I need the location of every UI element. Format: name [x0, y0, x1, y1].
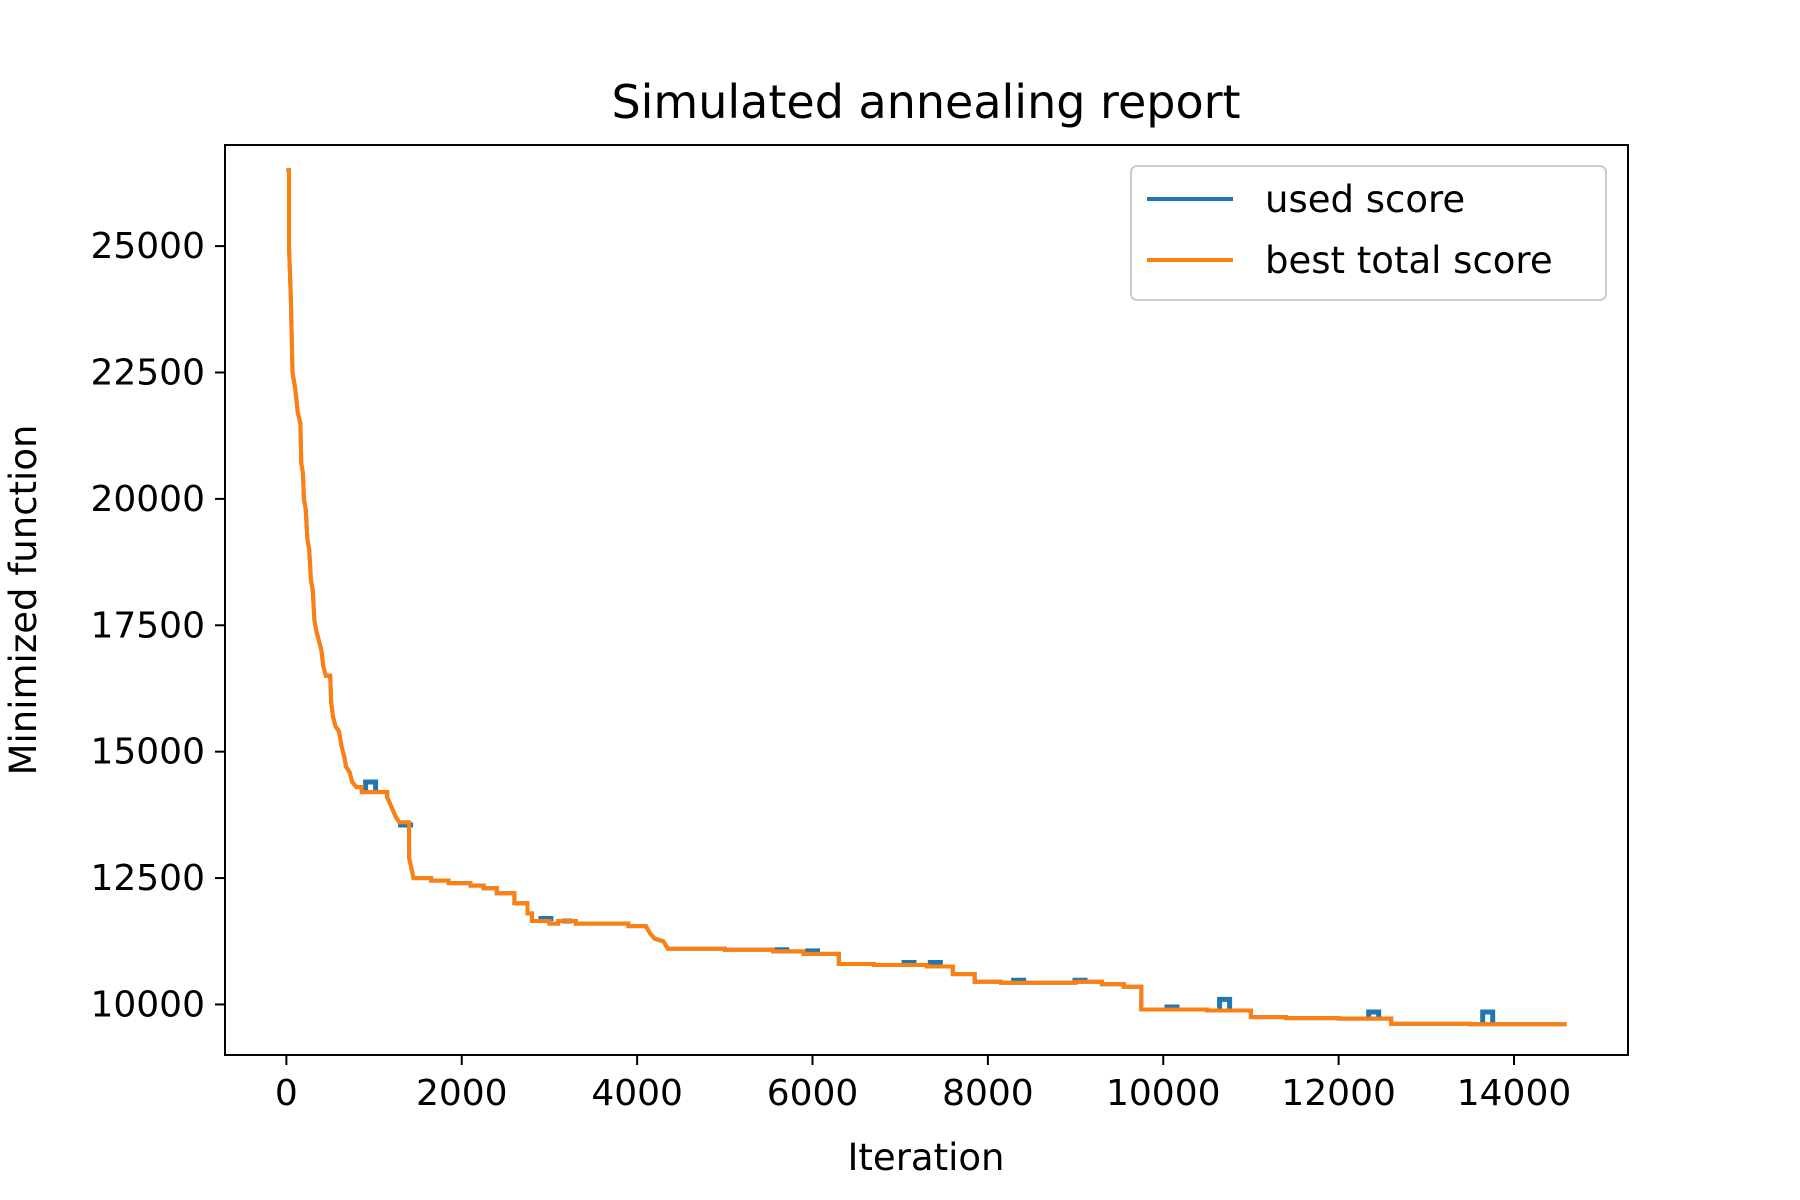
y-axis-ticks: 10000 12500 15000 17500 20000 22500 25000 [90, 226, 225, 1025]
chart-title: Simulated annealing report [611, 75, 1240, 129]
used-score-spike [1217, 996, 1233, 1011]
series-line-best-total-score [286, 168, 1567, 1027]
x-tick-label: 8000 [942, 1073, 1034, 1114]
y-axis-label: Minimized function [2, 425, 45, 776]
y-tick-label: 15000 [90, 732, 205, 773]
used-score-spike [363, 779, 379, 793]
x-tick-label: 6000 [767, 1073, 859, 1114]
legend: used score best total score [1130, 165, 1607, 301]
legend-label-best-total-score: best total score [1265, 239, 1553, 282]
y-tick-label: 22500 [90, 353, 205, 394]
plot-frame [224, 144, 1629, 1056]
used-score-spike [1366, 1009, 1382, 1019]
x-tick-label: 0 [275, 1073, 298, 1114]
legend-label-used-score: used score [1265, 178, 1465, 221]
x-axis-label: Iteration [848, 1136, 1005, 1179]
used-score-spike [1480, 1009, 1496, 1025]
y-tick-label: 17500 [90, 605, 205, 646]
x-tick-label: 12000 [1281, 1073, 1396, 1114]
y-tick-label: 25000 [90, 226, 205, 267]
x-axis-ticks: 0 2000 4000 6000 8000 10000 12000 14000 [275, 1055, 1571, 1114]
y-tick-label: 10000 [90, 984, 205, 1025]
y-tick-label: 20000 [90, 479, 205, 520]
x-tick-label: 2000 [416, 1073, 508, 1114]
x-tick-label: 10000 [1106, 1073, 1221, 1114]
legend-box [1130, 165, 1607, 301]
x-tick-label: 14000 [1457, 1073, 1572, 1114]
y-tick-label: 12500 [90, 858, 205, 899]
plot-series [286, 168, 1567, 1027]
x-tick-label: 4000 [591, 1073, 683, 1114]
